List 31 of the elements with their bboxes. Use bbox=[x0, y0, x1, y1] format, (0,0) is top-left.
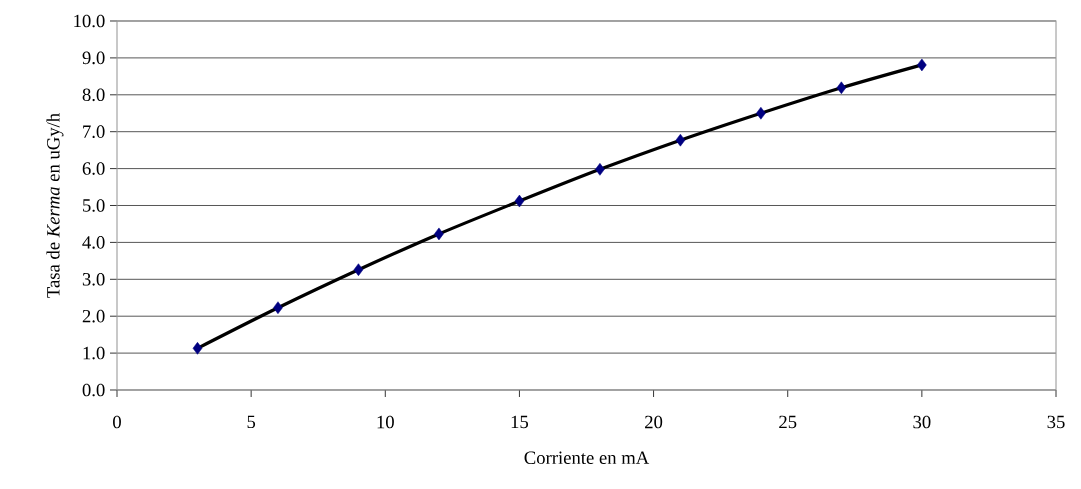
point bbox=[917, 58, 927, 72]
point bbox=[192, 342, 203, 355]
point bbox=[353, 263, 364, 276]
x-tick-label: 15 bbox=[511, 415, 529, 429]
x-tick-label: 20 bbox=[645, 415, 663, 429]
point bbox=[514, 194, 525, 208]
x-tick-label: 0 bbox=[113, 415, 121, 429]
y-axis-title: Tasa de Kerma en uGy/h bbox=[46, 113, 64, 298]
y-tick-label: 2.0 bbox=[82, 309, 105, 323]
point bbox=[434, 227, 444, 241]
x-tick-label: 25 bbox=[779, 415, 797, 429]
x-tick-label: 35 bbox=[1047, 415, 1065, 429]
y-tick-label: 10.0 bbox=[74, 14, 105, 28]
x-axis-title: Corriente en mA bbox=[524, 451, 650, 465]
x-tick-label: 10 bbox=[377, 415, 394, 429]
y-tick-label: 5.0 bbox=[83, 199, 105, 212]
y-tick-label: 8.0 bbox=[82, 88, 105, 102]
point bbox=[836, 81, 847, 95]
y-tick-label: 0.0 bbox=[82, 383, 105, 397]
y-tick-label: 4.0 bbox=[82, 236, 105, 249]
point bbox=[595, 163, 605, 176]
y-tick-label: 7.0 bbox=[83, 125, 105, 139]
point bbox=[273, 301, 283, 314]
point bbox=[756, 106, 766, 120]
x-tick-label: 30 bbox=[913, 415, 931, 429]
x-tick-label: 5 bbox=[247, 415, 256, 429]
y-tick-label: 3.0 bbox=[82, 272, 105, 286]
y-tick-label: 6.0 bbox=[82, 162, 105, 175]
y-tick-label: 9.0 bbox=[82, 51, 105, 65]
y-tick-label: 1.0 bbox=[83, 346, 105, 360]
point bbox=[675, 133, 686, 147]
